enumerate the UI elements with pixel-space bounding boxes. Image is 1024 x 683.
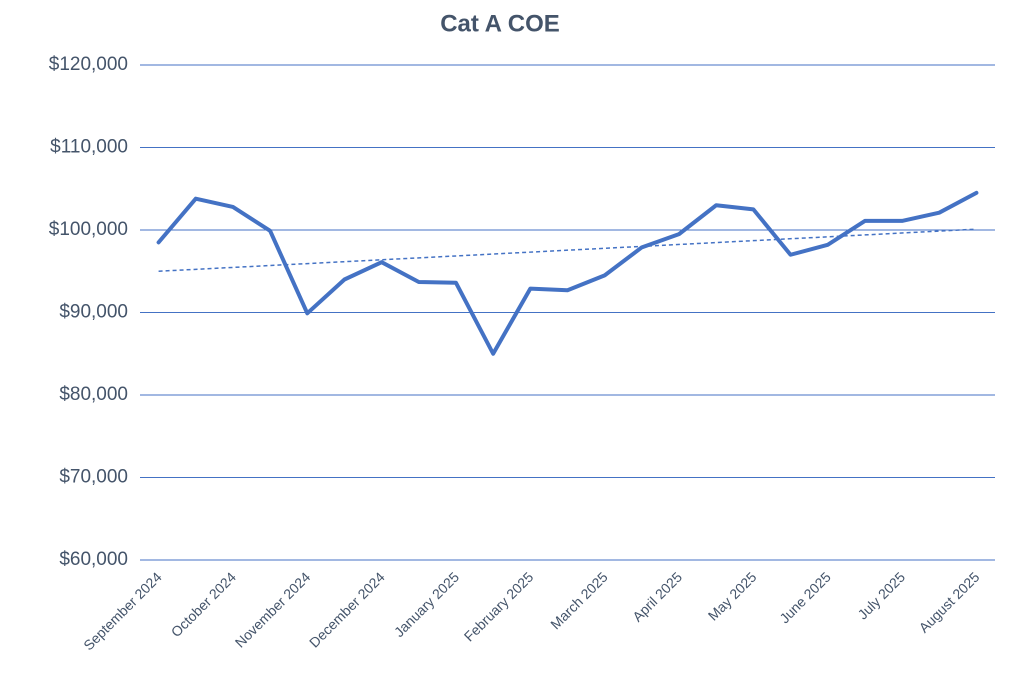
x-tick-label: February 2025: [461, 569, 537, 645]
x-tick-label: July 2025: [854, 569, 908, 623]
y-tick-label: $110,000: [50, 137, 128, 158]
line-series: [156, 190, 979, 356]
x-tick-label: January 2025: [391, 569, 462, 640]
x-tick-label: October 2024: [168, 569, 239, 640]
y-tick-label: $90,000: [59, 302, 128, 323]
y-tick-label: $100,000: [49, 219, 128, 240]
x-tick-label: June 2025: [776, 569, 834, 627]
chart-title: Cat A COE: [440, 10, 560, 37]
x-tick-label: August 2025: [916, 569, 983, 636]
x-tick-label: November 2024: [232, 569, 314, 651]
y-tick-label: $120,000: [49, 54, 128, 75]
x-tick-label: April 2025: [629, 569, 685, 625]
y-tick-label: $60,000: [59, 549, 128, 570]
y-tick-label: $80,000: [59, 384, 128, 405]
x-tick-label: May 2025: [705, 569, 760, 624]
x-tick-label: December 2024: [306, 569, 388, 651]
y-tick-label: $70,000: [59, 467, 128, 488]
x-tick-label: September 2024: [80, 569, 165, 654]
x-tick-label: March 2025: [547, 569, 611, 633]
trendline: [158, 228, 977, 272]
